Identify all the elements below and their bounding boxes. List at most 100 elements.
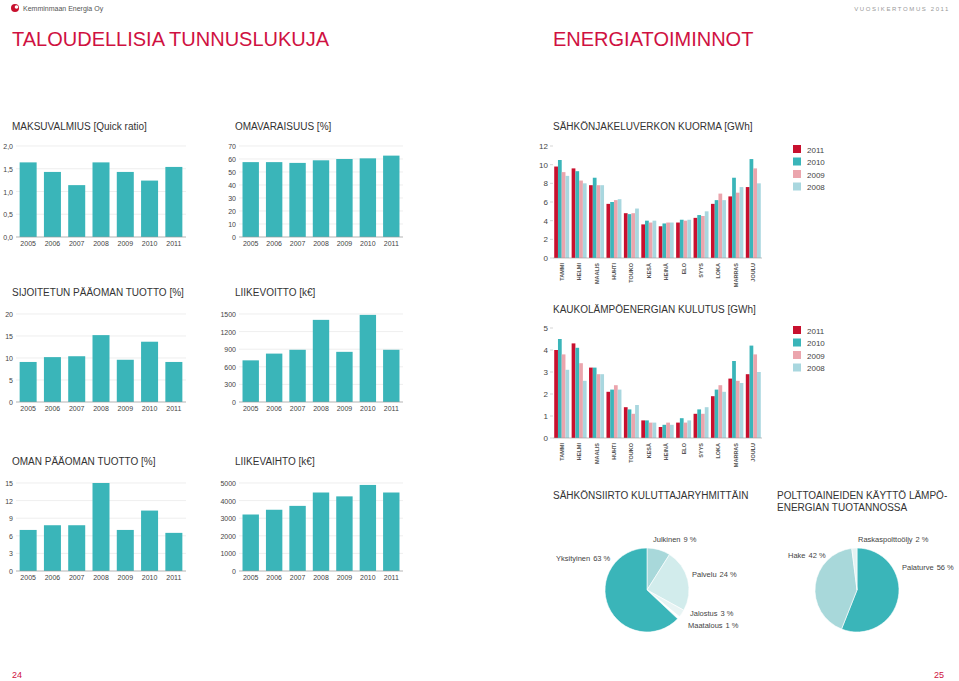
grid-line — [239, 483, 403, 484]
legend-swatch — [793, 170, 801, 178]
category-label: 2009 — [337, 405, 353, 412]
category-label: 2008 — [313, 240, 329, 247]
tick-label: 10 — [5, 355, 13, 362]
category-label: 2006 — [266, 240, 282, 247]
tick-label: 20 — [5, 311, 13, 318]
bar — [653, 221, 657, 258]
data-label: Yksityinen63 % — [556, 554, 611, 563]
title-line: MAKSUVALMIUS [Quick ratio] — [12, 121, 147, 132]
tick-label: 2 — [544, 390, 549, 399]
tick-mark — [550, 239, 553, 240]
category-label: 2009 — [117, 405, 133, 412]
bar — [687, 420, 691, 438]
legend-label: 2010 — [807, 339, 825, 348]
tick-mark — [550, 438, 553, 439]
legend-label: 2009 — [807, 171, 825, 180]
pie-slice — [605, 548, 678, 632]
bar — [600, 374, 604, 438]
bar — [628, 409, 632, 438]
bar — [593, 178, 597, 258]
legend-label: 2009 — [807, 352, 825, 361]
bar — [680, 220, 684, 258]
category-label: 2009 — [337, 240, 353, 247]
category-label: 2005 — [243, 240, 259, 247]
tick-label: 300 — [224, 381, 236, 388]
bars — [554, 339, 761, 438]
slice-name: Palvelu — [692, 570, 717, 579]
tick-label: 2 — [544, 235, 549, 244]
pie-slice — [815, 548, 857, 629]
tick-label: 20 — [228, 208, 236, 215]
title-line: OMAN PÄÄOMAN TUOTTO [%] — [12, 456, 156, 467]
tick-label: 10 — [539, 161, 548, 170]
category-label: KESÄ — [646, 443, 652, 458]
bar — [572, 343, 576, 438]
tick-label: 30 — [228, 195, 236, 202]
category-label: 2005 — [243, 405, 259, 412]
chart-title: SÄHKÖNJAKELUVERKON KUORMA [GWh] — [553, 121, 753, 132]
legend: 2011201020092008 — [793, 145, 825, 192]
category-label: 2008 — [313, 574, 329, 581]
slice-value: 1 % — [726, 621, 739, 630]
chart-title: OMAVARAISUUS [%] — [235, 121, 332, 132]
tick-mark — [550, 146, 553, 147]
legend-swatch — [793, 351, 801, 359]
bar — [313, 493, 329, 571]
section-title: ENERGIATOIMINNOT — [553, 28, 753, 50]
bar — [676, 423, 680, 438]
tick-label: 1200 — [220, 329, 236, 336]
bar — [680, 418, 684, 438]
category-label: 2011 — [384, 574, 399, 581]
bar — [20, 362, 37, 402]
slice-value: 56 % — [937, 563, 954, 572]
bar — [597, 374, 601, 438]
data-label: Jalostus3 % — [690, 609, 734, 618]
data-label: Raskaspolttoöljy2 % — [858, 535, 929, 544]
grid-line — [16, 146, 186, 147]
bar — [266, 162, 282, 237]
slice-name: Hake — [788, 551, 806, 560]
category-label: 2010 — [360, 405, 376, 412]
tick-mark — [550, 202, 553, 203]
category-label: 2005 — [20, 240, 36, 247]
tick-mark — [550, 394, 553, 395]
bar — [266, 354, 282, 402]
bar — [579, 181, 583, 258]
chart: 0,00,51,01,52,02005200620072008200920102… — [3, 143, 186, 247]
chart-title: KAUKOLÄMPÖENERGIAN KULUTUS [GWh] — [553, 304, 756, 315]
data-label: Palvelu24 % — [692, 570, 737, 579]
bar — [93, 162, 110, 237]
bars — [243, 156, 400, 237]
bar — [610, 390, 614, 438]
data-label: Palaturve56 % — [902, 563, 954, 572]
bar — [141, 511, 158, 571]
category-label: 2006 — [45, 405, 61, 412]
category-label: ELO — [681, 262, 687, 274]
category-label: 2010 — [142, 240, 158, 247]
tick-label: 15 — [5, 333, 13, 340]
title-line: LIIKEVOITTO [k€] — [235, 287, 316, 298]
tick-mark — [550, 220, 553, 221]
bar — [589, 185, 593, 258]
category-label: 2007 — [290, 574, 306, 581]
category-label: 2005 — [20, 405, 36, 412]
bar — [336, 496, 352, 571]
grid-line — [239, 146, 403, 147]
tick-label: 3 — [544, 368, 549, 377]
title-line: POLTTOAINEIDEN KÄYTTÖ LÄMPÖ- — [777, 490, 947, 501]
bar — [624, 213, 628, 258]
bar — [289, 163, 305, 237]
tick-label: 3000 — [220, 515, 236, 522]
bar — [649, 423, 653, 438]
bar — [659, 427, 663, 438]
bar — [93, 335, 110, 402]
title-line: KAUKOLÄMPÖENERGIAN KULUTUS [GWh] — [553, 304, 756, 315]
tick-label: 50 — [228, 169, 236, 176]
category-label: 2008 — [93, 240, 109, 247]
title-line: SIJOITETUN PÄÄOMAN TUOTTO [%] — [12, 287, 184, 298]
tick-label: 1500 — [220, 311, 236, 318]
bar — [641, 224, 645, 258]
category-label: SYYS — [698, 263, 704, 278]
category-label: LOKA — [715, 263, 721, 279]
bar — [44, 172, 61, 237]
